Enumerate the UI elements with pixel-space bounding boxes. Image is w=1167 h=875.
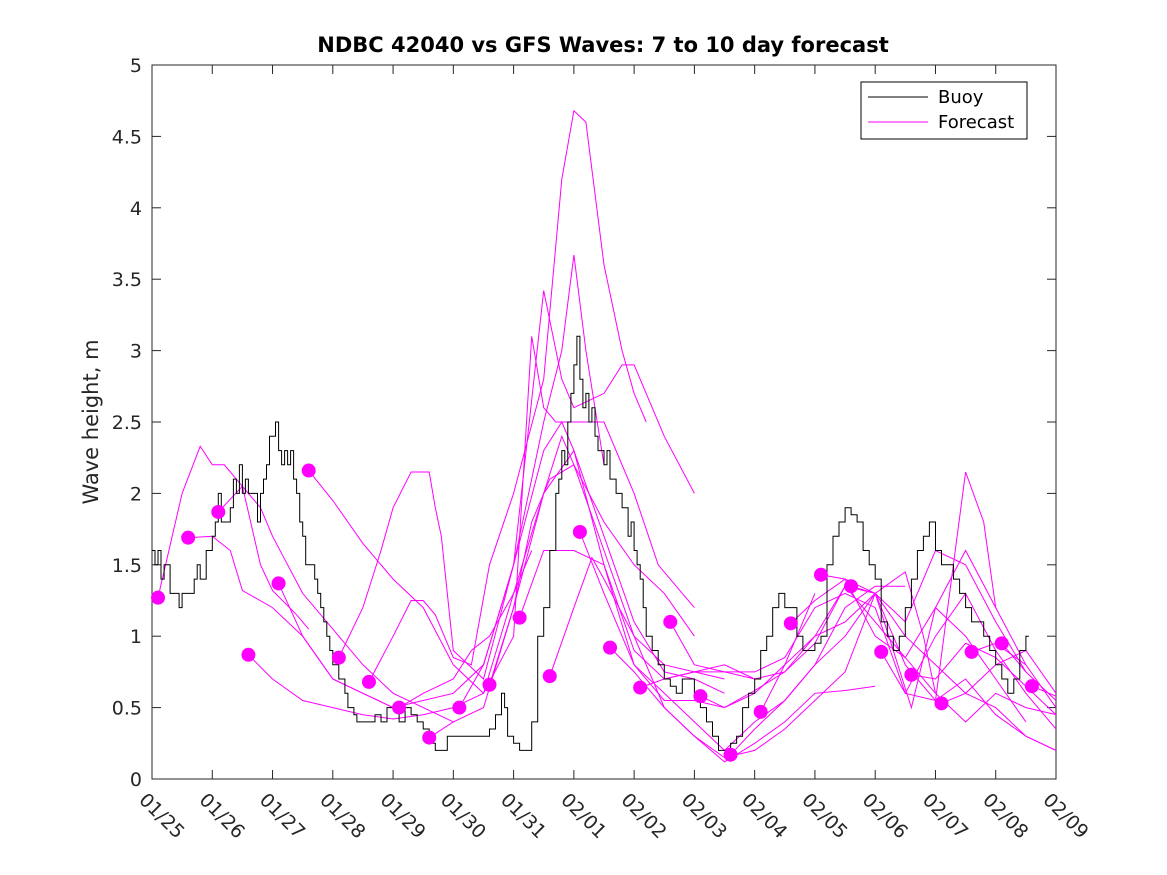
forecast-marker [181, 530, 196, 545]
forecast-marker [151, 590, 166, 605]
forecast-marker [422, 730, 437, 745]
y-tick-label: 1 [130, 626, 142, 648]
forecast-marker [512, 610, 527, 625]
y-tick-label: 5 [130, 55, 142, 77]
forecast-marker [301, 463, 316, 478]
forecast-line [790, 578, 1056, 751]
y-tick-label: 4 [130, 198, 142, 220]
y-tick-label: 2.5 [112, 412, 142, 434]
y-tick-label: 2 [130, 483, 142, 505]
forecast-line [640, 571, 936, 694]
y-tick-label: 0.5 [112, 698, 142, 720]
forecast-marker [542, 669, 557, 684]
forecast-line [850, 585, 1056, 751]
forecast-marker [783, 616, 798, 631]
forecast-marker [753, 704, 768, 719]
legend-label-buoy: Buoy [938, 87, 984, 108]
forecast-marker [693, 689, 708, 704]
forecast-marker [572, 524, 587, 539]
forecast-line [820, 574, 1056, 723]
forecast-marker [482, 677, 497, 692]
y-tick-label: 1.5 [112, 555, 142, 577]
series-group [152, 109, 1056, 763]
forecast-line [669, 471, 997, 702]
forecast-marker [271, 576, 286, 591]
y-tick-label: 3.5 [112, 269, 142, 291]
forecast-marker [844, 579, 859, 594]
forecast-marker [964, 644, 979, 659]
y-tick-label: 3 [130, 341, 142, 363]
forecast-marker [211, 504, 226, 519]
forecast-line [368, 109, 647, 683]
forecast-marker [813, 567, 828, 582]
legend-label-forecast: Forecast [938, 112, 1014, 133]
forecast-marker [874, 644, 889, 659]
forecast-line [609, 647, 876, 763]
forecast-marker [392, 700, 407, 715]
forecast-line [338, 290, 695, 680]
forecast-marker [361, 674, 376, 689]
forecast-marker [241, 647, 256, 662]
forecast-marker [994, 636, 1009, 651]
forecast-line [760, 585, 1027, 723]
forecast-marker [331, 650, 346, 665]
legend: Buoy Forecast [860, 81, 1028, 140]
buoy-line [152, 335, 1029, 751]
forecast-marker [663, 614, 678, 629]
forecast-marker [723, 747, 738, 762]
forecast-marker [904, 667, 919, 682]
forecast-marker [603, 640, 618, 655]
y-axis-label: Wave height, m [79, 339, 103, 504]
forecast-marker [1024, 679, 1039, 694]
y-tick-label: 0 [130, 769, 142, 791]
forecast-marker [633, 680, 648, 695]
forecast-line [157, 445, 310, 630]
forecast-line [217, 485, 454, 723]
forecast-marker [934, 696, 949, 711]
forecast-marker [452, 700, 467, 715]
legend-box [860, 81, 1028, 140]
forecast-line [248, 550, 533, 720]
forecast-line [308, 336, 695, 695]
chart-title: NDBC 42040 vs GFS Waves: 7 to 10 day for… [317, 33, 888, 57]
y-tick-label: 4.5 [112, 126, 142, 148]
forecast-line [1001, 642, 1056, 701]
